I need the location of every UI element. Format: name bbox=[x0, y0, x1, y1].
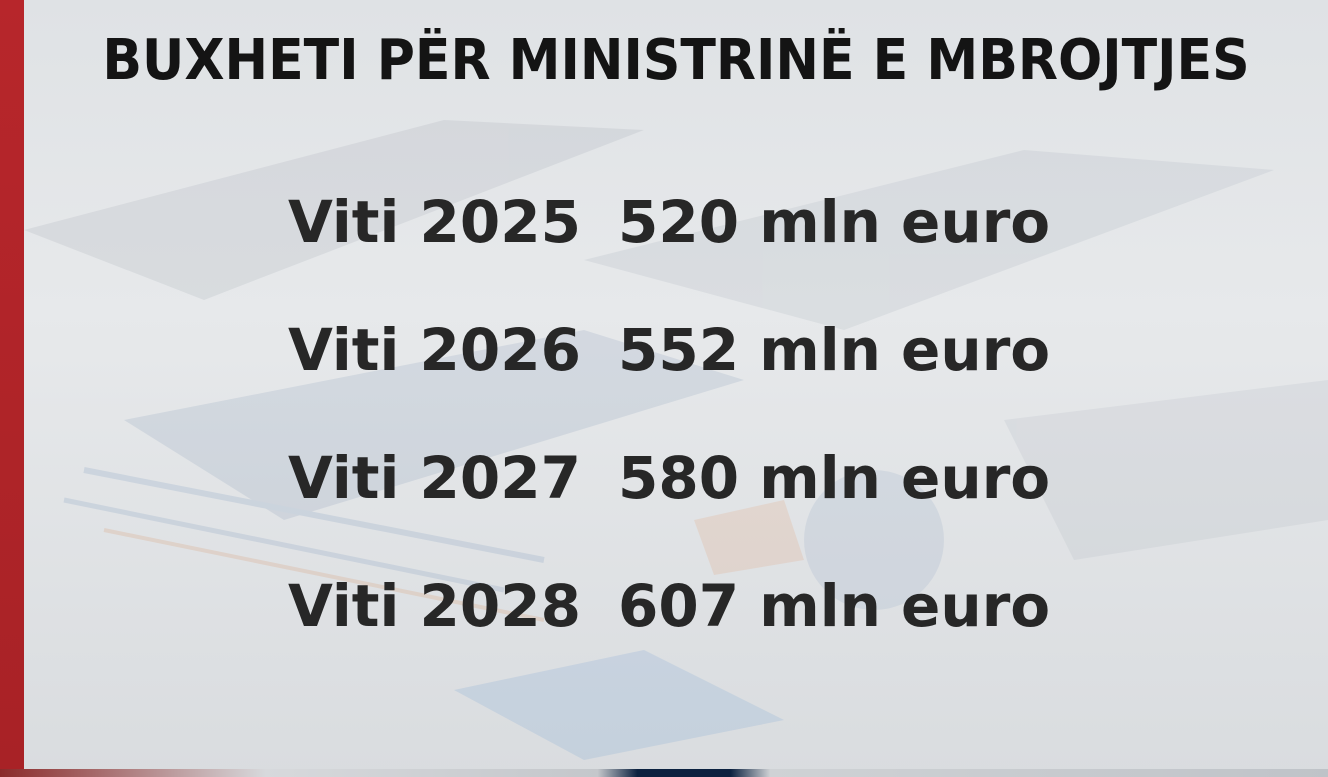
year-label: Viti 2028 bbox=[288, 572, 581, 640]
budget-row: Viti 2026 552 mln euro bbox=[288, 316, 1050, 444]
amount-value: 520 mln euro bbox=[618, 188, 1051, 256]
budget-row: Viti 2025 520 mln euro bbox=[288, 188, 1050, 316]
amount-value: 552 mln euro bbox=[618, 316, 1051, 384]
accent-bar bbox=[0, 0, 24, 777]
year-label: Viti 2026 bbox=[288, 316, 581, 384]
budget-row: Viti 2028 607 mln euro bbox=[288, 572, 1050, 700]
year-label: Viti 2027 bbox=[288, 444, 581, 512]
amount-value: 607 mln euro bbox=[618, 572, 1051, 640]
budget-list: Viti 2025 520 mln euro Viti 2026 552 mln… bbox=[288, 188, 1050, 700]
amount-value: 580 mln euro bbox=[618, 444, 1051, 512]
year-label: Viti 2025 bbox=[288, 188, 581, 256]
budget-row: Viti 2027 580 mln euro bbox=[288, 444, 1050, 572]
page-title: BUXHETI PËR MINISTRINË E MBROJTJES bbox=[102, 28, 1250, 93]
bottom-strip bbox=[0, 769, 1328, 777]
